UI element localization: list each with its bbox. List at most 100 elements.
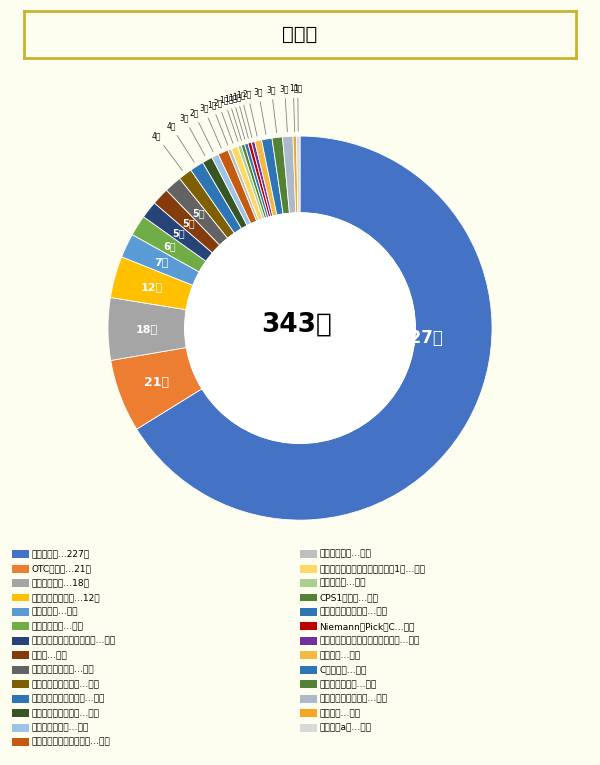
Wedge shape bbox=[137, 136, 492, 520]
Text: 原発性胆汁性胆管炎…３例: 原発性胆汁性胆管炎…３例 bbox=[319, 695, 388, 703]
Text: 4例: 4例 bbox=[152, 132, 182, 171]
Text: 5例: 5例 bbox=[173, 229, 185, 239]
Bar bbox=[12, 637, 29, 645]
Wedge shape bbox=[255, 140, 277, 216]
Text: OTC欠損症…21例: OTC欠損症…21例 bbox=[31, 564, 91, 573]
Wedge shape bbox=[143, 203, 212, 262]
Text: ウィルソン病…６例: ウィルソン病…６例 bbox=[31, 622, 83, 631]
Bar bbox=[12, 550, 29, 558]
Bar bbox=[12, 666, 29, 674]
Wedge shape bbox=[283, 136, 296, 213]
Bar bbox=[12, 738, 29, 747]
Bar bbox=[12, 695, 29, 703]
Circle shape bbox=[185, 213, 415, 443]
Text: メープルシロップ尿症…４例: メープルシロップ尿症…４例 bbox=[31, 695, 104, 703]
Wedge shape bbox=[166, 178, 228, 246]
Bar bbox=[300, 680, 317, 688]
Text: 自己免疫性肝炎…３例: 自己免疫性肝炎…３例 bbox=[319, 680, 377, 689]
Wedge shape bbox=[293, 136, 298, 213]
Text: 3例: 3例 bbox=[267, 85, 277, 133]
Text: 進行性家族性肝内胆汁うっ滞症1型…２例: 進行性家族性肝内胆汁うっ滞症1型…２例 bbox=[319, 564, 425, 573]
Text: 肝芽腫…５例: 肝芽腫…５例 bbox=[31, 651, 67, 660]
Text: 1例: 1例 bbox=[220, 96, 238, 142]
Text: 原発性硬化性胆管炎…４例: 原発性硬化性胆管炎…４例 bbox=[31, 680, 99, 689]
Text: 4例: 4例 bbox=[166, 121, 194, 162]
Bar bbox=[12, 608, 29, 616]
Text: 1例: 1例 bbox=[228, 93, 245, 139]
Bar bbox=[300, 666, 317, 674]
Text: 急性肝不全…７例: 急性肝不全…７例 bbox=[31, 607, 78, 617]
Bar bbox=[300, 565, 317, 572]
Wedge shape bbox=[179, 170, 235, 239]
Wedge shape bbox=[251, 142, 273, 216]
Wedge shape bbox=[110, 257, 193, 310]
Text: 先天性門脈体循環シャント…５例: 先天性門脈体循環シャント…５例 bbox=[31, 636, 115, 646]
Text: メチルマロン酸血症…３例: メチルマロン酸血症…３例 bbox=[31, 709, 99, 718]
Wedge shape bbox=[108, 298, 187, 360]
Text: 肝紫斑病…１例: 肝紫斑病…１例 bbox=[319, 709, 361, 718]
Bar bbox=[12, 565, 29, 572]
Text: 1例: 1例 bbox=[289, 83, 298, 132]
Bar bbox=[300, 623, 317, 630]
Bar bbox=[300, 695, 317, 703]
Text: 肝線維症…２例: 肝線維症…２例 bbox=[319, 651, 361, 660]
Text: 343例: 343例 bbox=[261, 311, 332, 337]
Wedge shape bbox=[132, 216, 206, 272]
Bar bbox=[12, 724, 29, 732]
Bar bbox=[300, 608, 317, 616]
Wedge shape bbox=[122, 235, 199, 285]
Bar bbox=[300, 709, 317, 718]
Text: 2例: 2例 bbox=[243, 90, 257, 136]
Text: 先天性重症複合型免疫不全症候群…１例: 先天性重症複合型免疫不全症候群…１例 bbox=[319, 636, 419, 646]
Wedge shape bbox=[245, 143, 269, 218]
Wedge shape bbox=[248, 142, 271, 217]
Bar bbox=[12, 652, 29, 659]
Text: シトルリン血症…２例: シトルリン血症…２例 bbox=[31, 724, 88, 732]
Wedge shape bbox=[272, 137, 289, 214]
Bar bbox=[300, 550, 317, 558]
Wedge shape bbox=[231, 146, 263, 220]
Text: 原疾患: 原疾患 bbox=[283, 25, 317, 44]
Text: 1例: 1例 bbox=[224, 94, 241, 140]
Wedge shape bbox=[212, 155, 251, 226]
Bar bbox=[12, 623, 29, 630]
Text: 1例: 1例 bbox=[236, 91, 252, 138]
Bar bbox=[12, 709, 29, 718]
Text: 胆道閉鎖症…227例: 胆道閉鎖症…227例 bbox=[31, 549, 89, 558]
Text: 2例: 2例 bbox=[189, 109, 213, 151]
Bar bbox=[300, 724, 317, 732]
Text: 12例: 12例 bbox=[141, 282, 163, 292]
Wedge shape bbox=[296, 136, 300, 213]
Wedge shape bbox=[203, 158, 247, 229]
Bar bbox=[12, 594, 29, 601]
Wedge shape bbox=[238, 145, 265, 219]
Wedge shape bbox=[111, 347, 202, 429]
Bar bbox=[300, 594, 317, 601]
Text: 227例: 227例 bbox=[398, 329, 443, 347]
Bar bbox=[12, 680, 29, 688]
Text: 7例: 7例 bbox=[154, 257, 169, 267]
Text: 18例: 18例 bbox=[136, 324, 157, 334]
Wedge shape bbox=[191, 162, 242, 233]
Wedge shape bbox=[218, 150, 257, 224]
Wedge shape bbox=[154, 190, 220, 253]
Bar bbox=[300, 579, 317, 587]
Bar bbox=[300, 637, 317, 645]
Text: 囊胞線維症…１例: 囊胞線維症…１例 bbox=[319, 578, 366, 588]
Bar bbox=[300, 652, 317, 659]
Text: 1例: 1例 bbox=[293, 83, 302, 132]
Wedge shape bbox=[241, 145, 267, 219]
Text: アラジール症候群…12例: アラジール症候群…12例 bbox=[31, 593, 100, 602]
Text: 肝血管内皮腫…１例: 肝血管内皮腫…１例 bbox=[319, 549, 371, 558]
Text: 1例: 1例 bbox=[232, 92, 248, 138]
Wedge shape bbox=[228, 149, 259, 221]
Text: 新生児急性肝不全…５例: 新生児急性肝不全…５例 bbox=[31, 666, 94, 675]
Bar bbox=[12, 579, 29, 587]
Text: 3例: 3例 bbox=[179, 113, 205, 156]
Text: 非アルコール性脂肪肝炎…３例: 非アルコール性脂肪肝炎…３例 bbox=[31, 737, 110, 747]
Text: グラフト不全…18例: グラフト不全…18例 bbox=[31, 578, 89, 588]
Text: CPS1欠損症…１例: CPS1欠損症…１例 bbox=[319, 593, 378, 602]
Text: C型肝硬変…３例: C型肝硬変…３例 bbox=[319, 666, 367, 675]
Text: 3例: 3例 bbox=[199, 103, 221, 148]
Wedge shape bbox=[262, 138, 283, 215]
